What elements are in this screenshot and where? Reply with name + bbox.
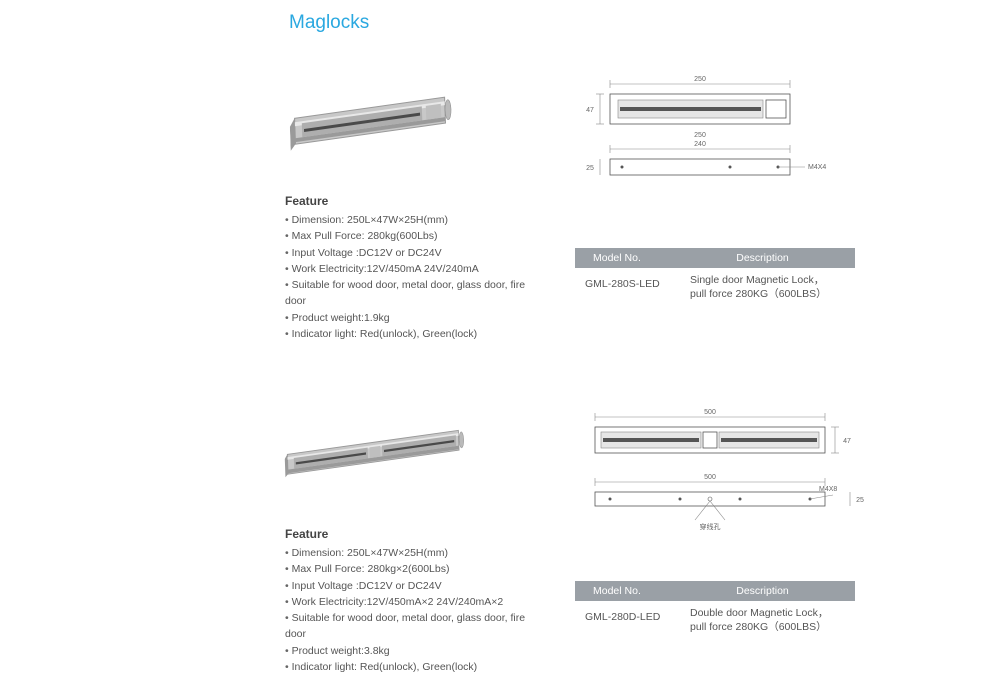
technical-diagram-single: 250 47 250 xyxy=(575,64,855,244)
feature-list-single: Dimension: 250L×47W×25H(mm) Max Pull For… xyxy=(285,212,545,342)
feature-list-double: Dimension: 250L×47W×25H(mm) Max Pull For… xyxy=(285,545,545,675)
spec-table-double: Model No. Description GML-280D-LED Doubl… xyxy=(575,581,855,638)
svg-text:47: 47 xyxy=(586,107,594,114)
feature-item: Dimension: 250L×47W×25H(mm) xyxy=(285,545,545,561)
cell-desc: Double door Magnetic Lock， pull force 28… xyxy=(690,607,855,634)
table-header-desc: Description xyxy=(690,252,855,264)
feature-item: Input Voltage :DC12V or DC24V xyxy=(285,245,545,261)
svg-text:穿线孔: 穿线孔 xyxy=(700,522,721,531)
product-single: Feature Dimension: 250L×47W×25H(mm) Max … xyxy=(285,64,970,342)
product-image-single xyxy=(285,64,465,174)
table-row: GML-280D-LED Double door Magnetic Lock， … xyxy=(575,601,855,638)
feature-item: Work Electricity:12V/450mA 24V/240mA xyxy=(285,261,545,277)
feature-heading: Feature xyxy=(285,527,545,541)
feature-item: Suitable for wood door, metal door, glas… xyxy=(285,277,545,310)
svg-text:240: 240 xyxy=(694,141,706,148)
feature-heading: Feature xyxy=(285,194,545,208)
table-header-model: Model No. xyxy=(575,252,690,264)
feature-item: Indicator light: Red(unlock), Green(lock… xyxy=(285,326,545,342)
svg-text:250: 250 xyxy=(694,76,706,83)
table-header-desc: Description xyxy=(690,585,855,597)
svg-text:500: 500 xyxy=(704,474,716,481)
product-double: Feature Dimension: 250L×47W×25H(mm) Max … xyxy=(285,397,970,675)
svg-text:47: 47 xyxy=(843,438,851,445)
svg-text:500: 500 xyxy=(704,409,716,416)
feature-item: Input Voltage :DC12V or DC24V xyxy=(285,578,545,594)
svg-text:25: 25 xyxy=(856,497,864,504)
svg-text:M4X8: M4X8 xyxy=(819,486,837,493)
technical-diagram-double: 500 47 xyxy=(575,397,855,577)
feature-item: Product weight:1.9kg xyxy=(285,310,545,326)
feature-item: Max Pull Force: 280kg(600Lbs) xyxy=(285,228,545,244)
svg-text:25: 25 xyxy=(586,165,594,172)
feature-item: Indicator light: Red(unlock), Green(lock… xyxy=(285,659,545,675)
feature-item: Max Pull Force: 280kg×2(600Lbs) xyxy=(285,561,545,577)
svg-text:M4X4: M4X4 xyxy=(808,164,826,171)
feature-item: Product weight:3.8kg xyxy=(285,643,545,659)
cell-desc: Single door Magnetic Lock， pull force 28… xyxy=(690,274,855,301)
feature-item: Work Electricity:12V/450mA×2 24V/240mA×2 xyxy=(285,594,545,610)
table-header-model: Model No. xyxy=(575,585,690,597)
feature-item: Suitable for wood door, metal door, glas… xyxy=(285,610,545,643)
feature-item: Dimension: 250L×47W×25H(mm) xyxy=(285,212,545,228)
page-title: Maglocks xyxy=(289,12,970,34)
cell-model: GML-280S-LED xyxy=(575,274,690,301)
cell-model: GML-280D-LED xyxy=(575,607,690,634)
spec-table-single: Model No. Description GML-280S-LED Singl… xyxy=(575,248,855,305)
svg-text:250: 250 xyxy=(694,132,706,139)
table-row: GML-280S-LED Single door Magnetic Lock， … xyxy=(575,268,855,305)
product-image-double xyxy=(285,397,465,507)
